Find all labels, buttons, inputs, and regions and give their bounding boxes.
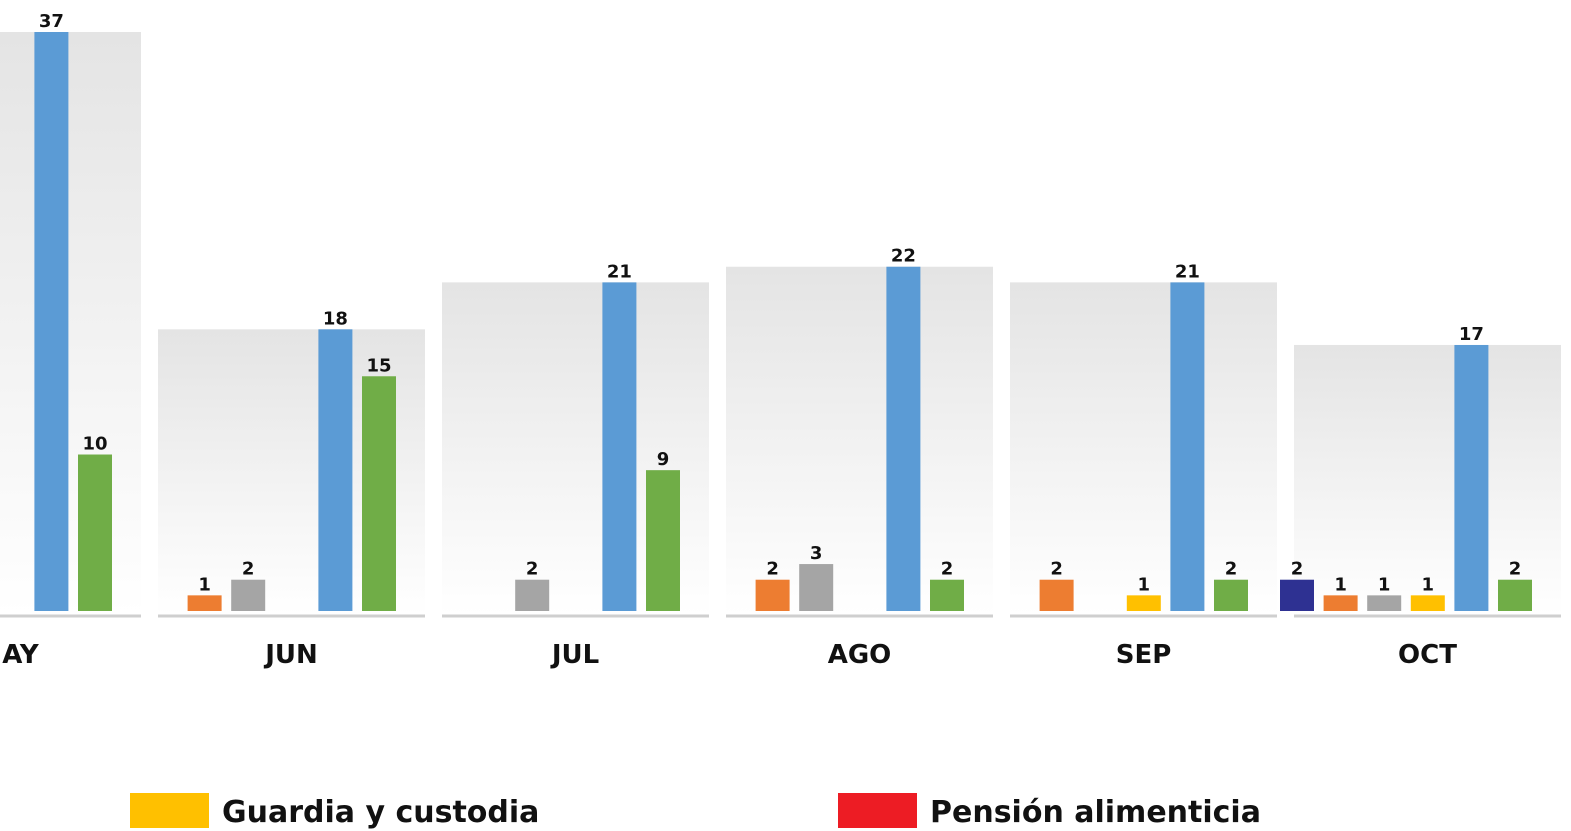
value-label: 2 xyxy=(526,559,539,580)
bar xyxy=(799,564,834,611)
legend-swatch xyxy=(838,793,917,828)
value-label: 2 xyxy=(1509,559,1522,580)
value-label: 1 xyxy=(1422,574,1435,595)
bar xyxy=(602,282,637,611)
value-label: 21 xyxy=(607,261,632,282)
bar xyxy=(1170,282,1205,611)
value-label: 1 xyxy=(1378,574,1391,595)
bar xyxy=(930,579,964,611)
x-tick-label: SEP xyxy=(1116,640,1172,670)
x-tick-label: AGO xyxy=(828,640,892,670)
value-label: 2 xyxy=(242,559,255,580)
group-panel xyxy=(1294,344,1561,615)
bar xyxy=(187,595,222,611)
group-panel xyxy=(0,32,141,615)
bar xyxy=(646,470,680,611)
legend-label: Guardia y custodia xyxy=(222,795,539,830)
value-label: 2 xyxy=(1291,559,1304,580)
value-label: 18 xyxy=(323,308,348,329)
bar xyxy=(1323,595,1358,611)
bar xyxy=(1126,595,1161,611)
bar xyxy=(1454,344,1489,611)
value-label: 9 xyxy=(657,449,670,470)
value-label: 1 xyxy=(198,574,211,595)
x-tick-label: MAY xyxy=(0,640,40,670)
legend-swatch xyxy=(130,793,209,828)
x-tick-label: JUN xyxy=(263,640,318,670)
value-label: 1 xyxy=(1334,574,1347,595)
value-label: 17 xyxy=(1459,324,1484,345)
bar xyxy=(1039,579,1074,611)
value-label: 1 xyxy=(1138,574,1151,595)
bar xyxy=(886,266,921,611)
x-tick-label: JUL xyxy=(550,640,599,670)
value-label: 2 xyxy=(941,559,954,580)
value-label: 37 xyxy=(39,11,64,32)
x-tick-label: OCT xyxy=(1398,640,1457,670)
bar xyxy=(1498,579,1532,611)
value-label: 10 xyxy=(82,434,107,455)
value-label: 2 xyxy=(766,559,779,580)
value-label: 22 xyxy=(891,246,916,267)
value-label: 21 xyxy=(1175,261,1200,282)
value-label: 2 xyxy=(1050,559,1063,580)
bar xyxy=(1410,595,1445,611)
bar xyxy=(362,376,396,611)
legend-label: Pensión alimenticia xyxy=(930,795,1261,830)
bar xyxy=(515,579,550,611)
bar xyxy=(231,579,266,611)
bar xyxy=(1280,579,1314,611)
group-panel xyxy=(726,266,993,615)
bar xyxy=(78,454,112,611)
value-label: 2 xyxy=(1225,559,1238,580)
bar xyxy=(1367,595,1402,611)
group-panel xyxy=(1010,282,1277,615)
bar xyxy=(318,329,353,611)
bar xyxy=(755,579,790,611)
value-label: 3 xyxy=(810,543,823,564)
bar xyxy=(34,32,69,611)
bar xyxy=(1214,579,1248,611)
value-label: 15 xyxy=(366,355,391,376)
